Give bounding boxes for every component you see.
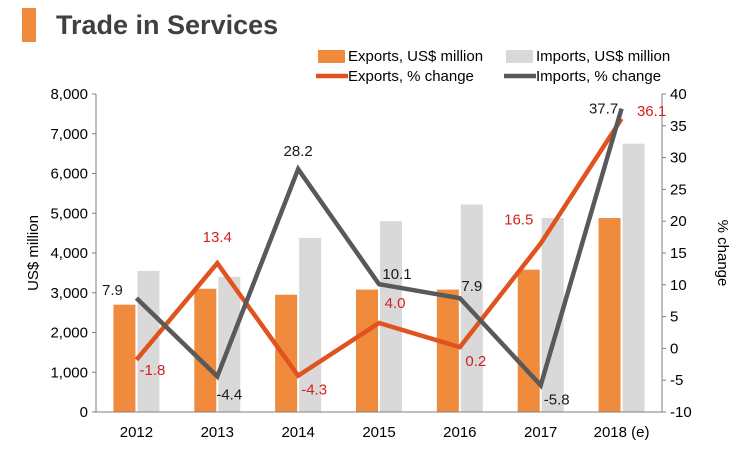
y2-tick-label: 5 <box>670 309 678 326</box>
legend-imports-line-label: Imports, % change <box>536 68 661 85</box>
exports-bar-2014 <box>275 294 298 412</box>
imports-data-label: 37.7 <box>589 101 618 118</box>
legend-exports-bar-swatch <box>318 50 345 63</box>
exports-bar-2016 <box>436 289 459 412</box>
imports-bar-2015 <box>380 221 402 412</box>
y2-tick-label: 10 <box>670 277 687 294</box>
x-tick-label: 2018 (e) <box>594 424 650 441</box>
exports-bar-2012 <box>113 304 136 412</box>
imports-data-label: 10.1 <box>382 266 411 283</box>
exports-data-label: 4.0 <box>385 295 406 312</box>
y2-tick-label: 15 <box>670 245 687 262</box>
exports-data-label: 13.4 <box>203 229 232 246</box>
y-tick-label: 5,000 <box>50 205 88 222</box>
y-tick-label: 7,000 <box>50 126 88 143</box>
imports-bar-2014 <box>299 237 322 412</box>
exports-bar-2015 <box>356 289 378 412</box>
x-tick-label: 2015 <box>362 424 395 441</box>
y2-tick-label: 20 <box>670 213 687 230</box>
imports-bar-2012 <box>137 270 160 412</box>
exports-data-label: 0.2 <box>465 353 486 370</box>
x-tick-label: 2013 <box>201 424 234 441</box>
y-tick-label: 6,000 <box>50 166 88 183</box>
imports-bar-2018 <box>622 143 645 412</box>
y-tick-label: 8,000 <box>50 86 88 103</box>
legend-imports-bar-swatch <box>506 50 533 63</box>
imports-change-line <box>134 107 624 390</box>
legend-exports-line-label: Exports, % change <box>348 68 474 85</box>
legend-imports-bar-label: Imports, US$ million <box>536 48 670 65</box>
exports-change-line <box>134 117 624 379</box>
y-tick-label: 2,000 <box>50 325 88 342</box>
y2-tick-label: 40 <box>670 86 687 103</box>
exports-bar-2018 <box>598 218 621 412</box>
x-tick-label: 2016 <box>443 424 476 441</box>
y2-tick-label: -10 <box>670 404 692 421</box>
y2-tick-label: 25 <box>670 181 687 198</box>
title-accent-bar <box>22 8 36 42</box>
exports-data-label: -4.3 <box>301 382 327 399</box>
exports-data-label: -1.8 <box>139 362 165 379</box>
imports-data-label: 7.9 <box>102 282 123 299</box>
imports-data-label: 7.9 <box>461 278 482 295</box>
x-tick-label: 2012 <box>120 424 153 441</box>
imports-data-label: -5.8 <box>544 391 570 408</box>
y-tick-label: 3,000 <box>50 285 88 302</box>
exports-bar-2017 <box>517 269 540 412</box>
y2-tick-label: -5 <box>670 372 683 389</box>
x-tick-label: 2014 <box>281 424 314 441</box>
exports-data-label: 36.1 <box>637 103 666 120</box>
y2-tick-label: 0 <box>670 340 678 357</box>
y-tick-label: 1,000 <box>50 364 88 381</box>
y2-tick-label: 35 <box>670 118 687 135</box>
x-tick-label: 2017 <box>524 424 557 441</box>
legend-exports-bar-label: Exports, US$ million <box>348 48 483 65</box>
exports-bar-2013 <box>194 288 217 412</box>
imports-data-label: 28.2 <box>284 143 313 160</box>
y-axis-title: US$ million <box>25 215 42 291</box>
y-tick-label: 0 <box>80 404 88 421</box>
page-title: Trade in Services <box>56 10 279 40</box>
imports-data-label: -4.4 <box>216 386 242 403</box>
y2-axis-title: % change <box>714 220 731 287</box>
y2-tick-label: 30 <box>670 150 687 167</box>
exports-data-label: 16.5 <box>504 211 533 228</box>
y-tick-label: 4,000 <box>50 245 88 262</box>
